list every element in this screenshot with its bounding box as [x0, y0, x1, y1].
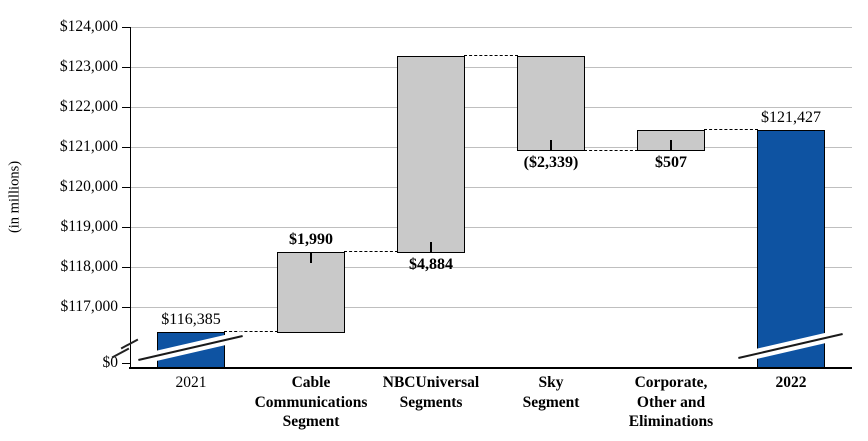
gridline: [130, 67, 852, 68]
category-label-cable: Cable Communications Segment: [254, 374, 368, 430]
y-axis-tick: [122, 107, 130, 108]
gridline: [130, 187, 852, 188]
y-tick-label: $124,000: [59, 18, 118, 35]
connector-line: [704, 129, 758, 130]
connector-line: [464, 55, 518, 56]
category-label-corporate: Corporate, Other and Eliminations: [628, 374, 714, 430]
connector-line: [584, 150, 638, 151]
y-axis-tick: [122, 67, 130, 68]
gridline: [130, 227, 852, 228]
y-axis-tick: [122, 147, 130, 148]
y-tick-label: $120,000: [59, 178, 118, 195]
value-label-nbcu: $4,884: [409, 256, 453, 273]
y-tick-label: $119,000: [60, 218, 118, 235]
y-axis-tick: [122, 187, 130, 188]
y-tick-label: $0: [102, 354, 119, 371]
bar-sky: [517, 56, 585, 151]
connector-line: [224, 331, 278, 332]
category-label-sky: Sky Segment: [522, 374, 580, 411]
y-axis-tick: [122, 363, 130, 364]
bar-nbcuniversal: [397, 56, 465, 253]
bar-2022-total: [757, 130, 825, 368]
y-tick-label: $117,000: [60, 298, 118, 315]
value-label-cable: $1,990: [289, 231, 333, 248]
value-leader-tick: [550, 140, 552, 151]
y-axis-tick: [122, 227, 130, 228]
category-label-2022: 2022: [775, 374, 807, 391]
gridline: [130, 267, 852, 268]
x-axis-line: [129, 367, 852, 369]
connector-line: [344, 251, 398, 252]
y-tick-label: $121,000: [59, 138, 118, 155]
value-leader-tick: [310, 252, 312, 263]
y-tick-label: $122,000: [59, 98, 118, 115]
value-label-2022: $121,427: [761, 109, 821, 126]
gridline: [130, 107, 852, 108]
y-axis-tick: [122, 267, 130, 268]
value-leader-tick: [430, 242, 432, 253]
y-tick-label: $118,000: [60, 258, 118, 275]
category-label-nbcu: NBCUniversal Segments: [382, 374, 480, 411]
y-axis-tick: [122, 307, 130, 308]
value-leader-tick: [670, 140, 672, 151]
y-axis-line: [130, 27, 132, 368]
y-tick-label: $123,000: [59, 58, 118, 75]
gridline: [130, 147, 852, 148]
value-label-2021: $116,385: [161, 311, 221, 328]
value-label-sky: ($2,339): [523, 154, 579, 171]
category-label-2021: 2021: [175, 374, 207, 391]
value-label-corporate: $507: [655, 154, 687, 171]
gridline: [130, 307, 852, 308]
y-axis-tick: [122, 27, 130, 28]
gridline: [130, 27, 852, 28]
bar-cable-communications: [277, 252, 345, 333]
